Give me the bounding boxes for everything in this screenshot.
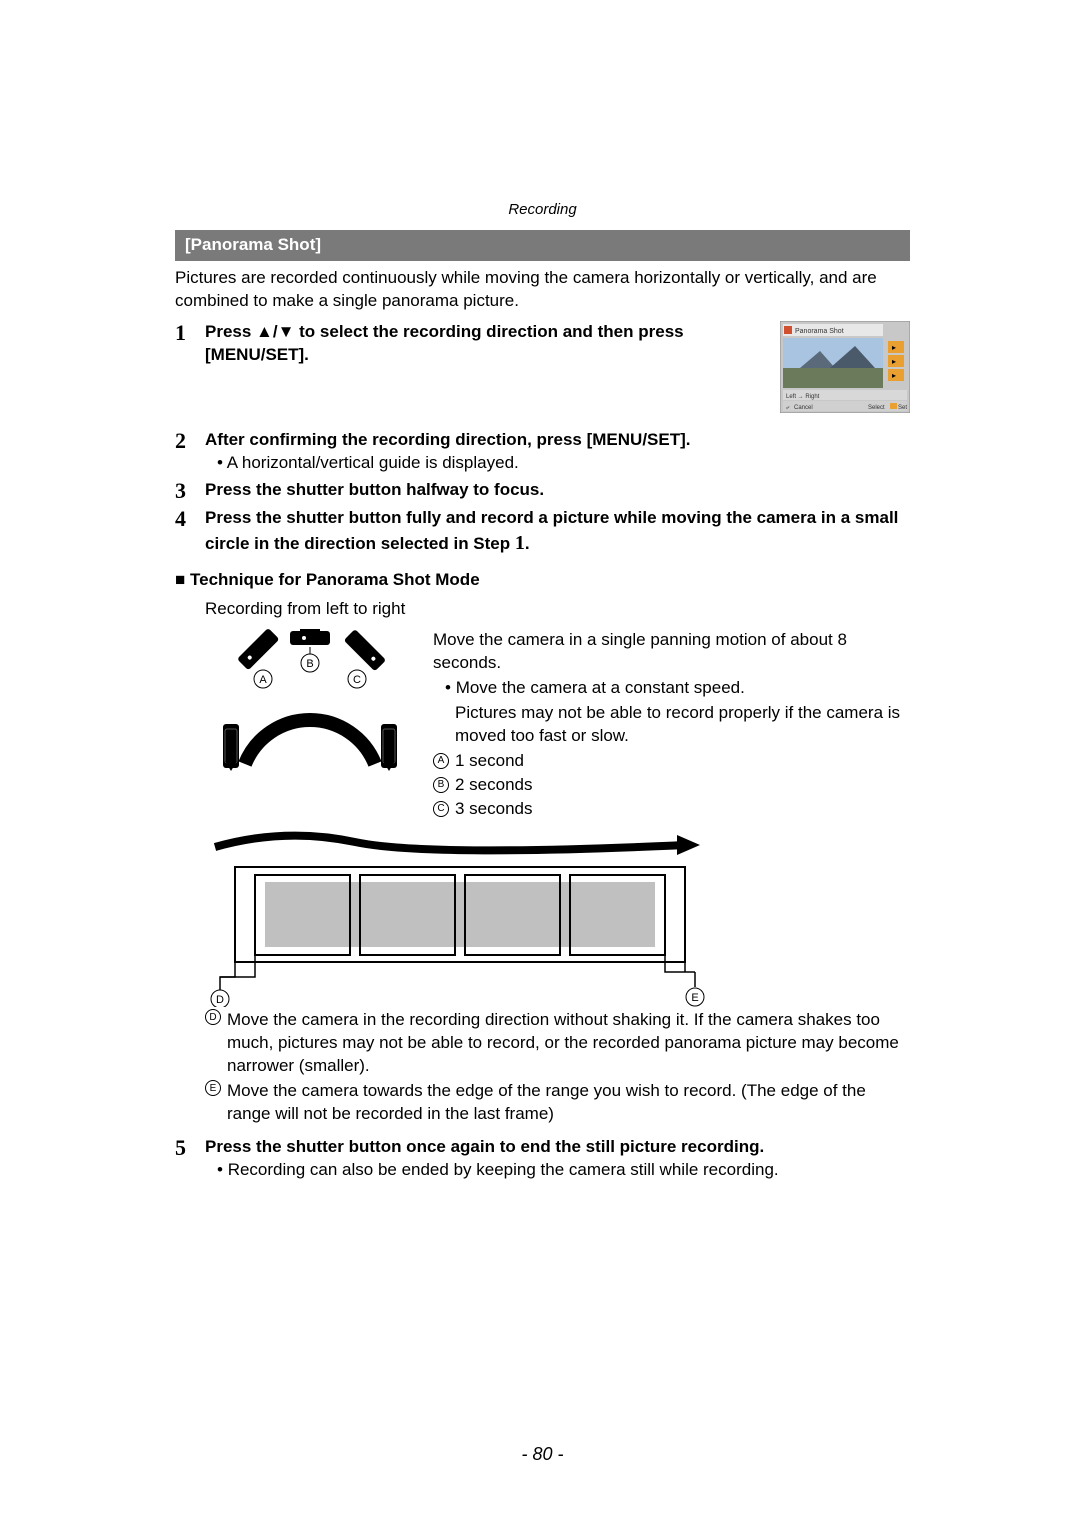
technique-sub: Recording from left to right [205,598,910,621]
page-number: - 80 - [175,1442,910,1466]
note-d: D Move the camera in the recording direc… [205,1009,910,1078]
step-2: 2 After confirming the recording directi… [175,429,910,475]
step-2-sub: A horizontal/vertical guide is displayed… [205,452,910,475]
legend-a-text: 1 second [455,750,524,773]
legend-b-icon: B [433,777,449,793]
legend-a-icon: A [433,753,449,769]
step-4-num: 4 [175,507,205,531]
technique-heading: ■ Technique for Panorama Shot Mode [175,569,910,592]
motion-intro: Move the camera in a single panning moti… [433,629,910,675]
note-e-icon: E [205,1080,221,1096]
panorama-preview-thumbnail: Panorama Shot ▸ ▸ ▸ Left → Right ⤶ Cance… [780,321,910,413]
step-4: 4 Press the shutter button fully and rec… [175,507,910,557]
note-d-icon: D [205,1009,221,1025]
svg-text:Left → Right: Left → Right [786,394,820,400]
step-5: 5 Press the shutter button once again to… [175,1136,910,1182]
intro-text: Pictures are recorded continuously while… [175,267,910,313]
header-label: Recording [175,200,910,220]
svg-text:B: B [306,658,313,670]
svg-text:Select: Select [868,405,885,411]
svg-text:Cancel: Cancel [794,405,813,411]
step-5-sub: Recording can also be ended by keeping t… [205,1159,910,1182]
svg-text:▸: ▸ [892,343,896,352]
step-4-text: Press the shutter button fully and recor… [205,507,910,557]
svg-text:Set: Set [898,405,907,411]
step-3: 3 Press the shutter button halfway to fo… [175,479,910,503]
step-1-text: Press ▲/▼ to select the recording direct… [205,321,768,367]
svg-text:C: C [353,674,361,686]
note-e: E Move the camera towards the edge of th… [205,1080,910,1126]
preview-title: Panorama Shot [795,328,844,335]
step-3-text: Press the shutter button halfway to focu… [205,479,910,502]
svg-text:▸: ▸ [892,357,896,366]
step-5-num: 5 [175,1136,205,1160]
legend-b-text: 2 seconds [455,774,533,797]
step-1-num: 1 [175,321,205,345]
step-5-text: Press the shutter button once again to e… [205,1136,910,1159]
motion-text-block: Move the camera in a single panning moti… [433,629,910,822]
svg-text:▸: ▸ [892,371,896,380]
motion-bullet-2: Pictures may not be able to record prope… [433,702,910,748]
circular-motion-diagram: A B C [205,629,415,779]
legend-c-icon: C [433,801,449,817]
step-1: 1 Press ▲/▼ to select the recording dire… [175,321,910,413]
step-2-num: 2 [175,429,205,453]
panorama-stitch-diagram: D E [205,827,725,1007]
motion-bullet-1: Move the camera at a constant speed. [456,678,745,697]
step-3-num: 3 [175,479,205,503]
note-d-text: Move the camera in the recording directi… [227,1009,910,1078]
svg-text:D: D [216,994,224,1006]
section-title-bar: [Panorama Shot] [175,230,910,261]
svg-text:E: E [691,992,698,1004]
legend-c-text: 3 seconds [455,798,533,821]
step-2-text: After confirming the recording direction… [205,429,910,452]
note-e-text: Move the camera towards the edge of the … [227,1080,910,1126]
svg-text:A: A [259,674,267,686]
